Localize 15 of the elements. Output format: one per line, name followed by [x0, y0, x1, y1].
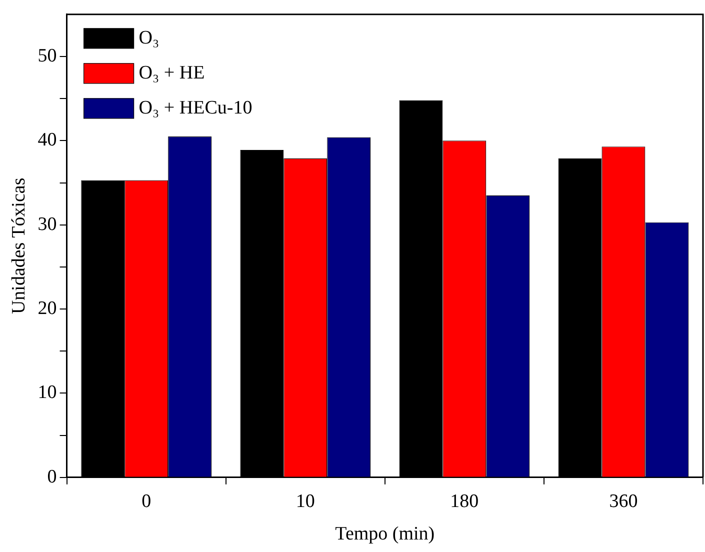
x-tick-label: 10: [296, 490, 315, 512]
y-axis-title: Unidades Tóxicas: [8, 178, 30, 314]
y-tick-label: 40: [38, 130, 57, 151]
y-tick-label: 0: [47, 466, 57, 488]
legend-label: O₃: [138, 27, 160, 48]
x-axis-title: Tempo (min): [335, 524, 435, 545]
legend-label: O₃ + HE: [138, 62, 205, 84]
x-tick-label: 360: [609, 490, 638, 512]
legend-label: O₃ + HECu-10: [138, 97, 252, 118]
y-tick-label: 10: [38, 382, 57, 404]
y-tick-label: 50: [38, 45, 57, 66]
x-tick-label: 180: [450, 490, 479, 512]
y-tick-label: 20: [38, 298, 57, 320]
x-tick-label: 0: [142, 490, 152, 512]
y-tick-label: 30: [38, 214, 57, 235]
